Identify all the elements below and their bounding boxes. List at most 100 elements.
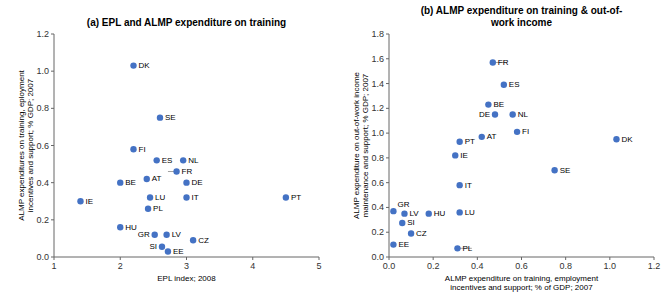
x-label-line: incentives and support; % of GDP; 2007	[450, 283, 593, 292]
y-tick-label: 1.8	[371, 29, 384, 39]
point	[456, 182, 462, 188]
point-label: BE	[493, 100, 504, 109]
y-tick	[386, 207, 389, 208]
point	[163, 232, 169, 238]
point-label: EE	[398, 240, 409, 249]
x-tick	[120, 257, 121, 260]
point	[452, 152, 458, 158]
point-label: FI	[522, 127, 529, 136]
point-label: PL	[153, 204, 163, 213]
point-label: NL	[188, 156, 199, 165]
panel: 123450.00.20.40.60.81.01.2(a) EPL and AL…	[17, 17, 322, 283]
point-label: ES	[162, 156, 173, 165]
x-tick	[609, 257, 610, 260]
point	[190, 237, 196, 243]
point-label: FI	[139, 145, 146, 154]
point-label: CZ	[198, 236, 209, 245]
panel: 0.00.20.40.60.81.01.20.00.20.40.60.81.01…	[352, 5, 660, 292]
title-line: work income	[490, 17, 553, 28]
y-axis-label: ALMP expenditures on training, eployment…	[17, 69, 35, 220]
y-tick	[51, 219, 54, 220]
y-tick-label: 1.6	[371, 54, 384, 64]
point	[426, 210, 432, 216]
point-label: DE	[192, 178, 203, 187]
point	[180, 157, 186, 163]
point-label: EE	[173, 247, 184, 256]
point	[509, 111, 515, 117]
x-tick	[433, 257, 434, 260]
point	[551, 167, 557, 173]
point	[157, 114, 163, 120]
point-label: GR	[397, 200, 409, 209]
point	[613, 136, 619, 142]
x-axis-label: ALMP expenditure on training, employment…	[445, 274, 599, 292]
point	[145, 205, 151, 211]
point-label: NL	[518, 110, 529, 119]
y-tick-label: 1.0	[36, 66, 49, 76]
point-label: SI	[149, 242, 157, 251]
y-tick-label: 0.8	[371, 153, 384, 163]
x-tick	[186, 257, 187, 260]
point-label: CZ	[416, 229, 427, 238]
point-label: IT	[192, 193, 199, 202]
x-label-line: ALMP expenditure on training, employment	[445, 274, 599, 283]
point-label: PL	[462, 244, 472, 253]
point-label: LV	[409, 209, 419, 218]
y-tick	[51, 108, 54, 109]
y-tick-label: 0.4	[371, 202, 384, 212]
point	[183, 194, 189, 200]
point	[401, 210, 407, 216]
marks	[77, 62, 289, 254]
point-label: IE	[86, 197, 94, 206]
y-tick-label: 0.6	[36, 141, 49, 151]
point	[456, 139, 462, 145]
point-label: AT	[487, 132, 497, 141]
y-tick-label: 0.6	[371, 178, 384, 188]
y-tick-label: 0.0	[371, 252, 384, 262]
x-tick-label: 4	[250, 261, 255, 271]
point	[77, 198, 83, 204]
point-label: FR	[498, 58, 509, 67]
y-tick	[51, 145, 54, 146]
x-tick-label: 5	[316, 261, 321, 271]
y-tick	[51, 34, 54, 35]
point-label: BE	[125, 178, 136, 187]
point	[390, 241, 396, 247]
x-tick-label: 0.8	[559, 261, 572, 271]
y-tick-label: 1.2	[36, 29, 49, 39]
point-label: PT	[465, 137, 475, 146]
x-tick-label: 1	[51, 261, 56, 271]
point	[165, 248, 171, 254]
y-tick	[51, 71, 54, 72]
point	[183, 179, 189, 185]
marks	[390, 59, 619, 251]
y-tick-label: 0.8	[36, 103, 49, 113]
x-tick	[654, 257, 655, 260]
point-label: DK	[621, 135, 633, 144]
y-axis-line	[389, 34, 390, 257]
y-tick	[386, 157, 389, 158]
figure: 123450.00.20.40.60.81.01.2(a) EPL and AL…	[0, 0, 670, 305]
y-axis-label: ALMP expenditure on out-of-work incomema…	[352, 71, 370, 219]
point-label: LU	[465, 208, 475, 217]
point-label: SE	[560, 166, 571, 175]
point-label: SI	[407, 218, 415, 227]
x-label-line: EPL index; 2008	[157, 274, 216, 283]
point	[454, 245, 460, 251]
x-tick-label: 3	[184, 261, 189, 271]
x-tick-label: 0.4	[471, 261, 484, 271]
y-tick	[386, 133, 389, 134]
title-line: (a) EPL and ALMP expenditure on training	[87, 17, 286, 28]
point-label: GR	[138, 230, 150, 239]
point	[153, 157, 159, 163]
y-tick-label: 0.4	[36, 178, 49, 188]
y-tick	[51, 182, 54, 183]
x-axis-label: EPL index; 2008	[157, 274, 216, 283]
y-tick-label: 0.0	[36, 252, 49, 262]
point	[147, 194, 153, 200]
y-tick-label: 1.4	[371, 79, 384, 89]
y-tick	[386, 34, 389, 35]
x-tick-label: 0.6	[515, 261, 528, 271]
x-tick	[565, 257, 566, 260]
point-label: HU	[125, 223, 137, 232]
